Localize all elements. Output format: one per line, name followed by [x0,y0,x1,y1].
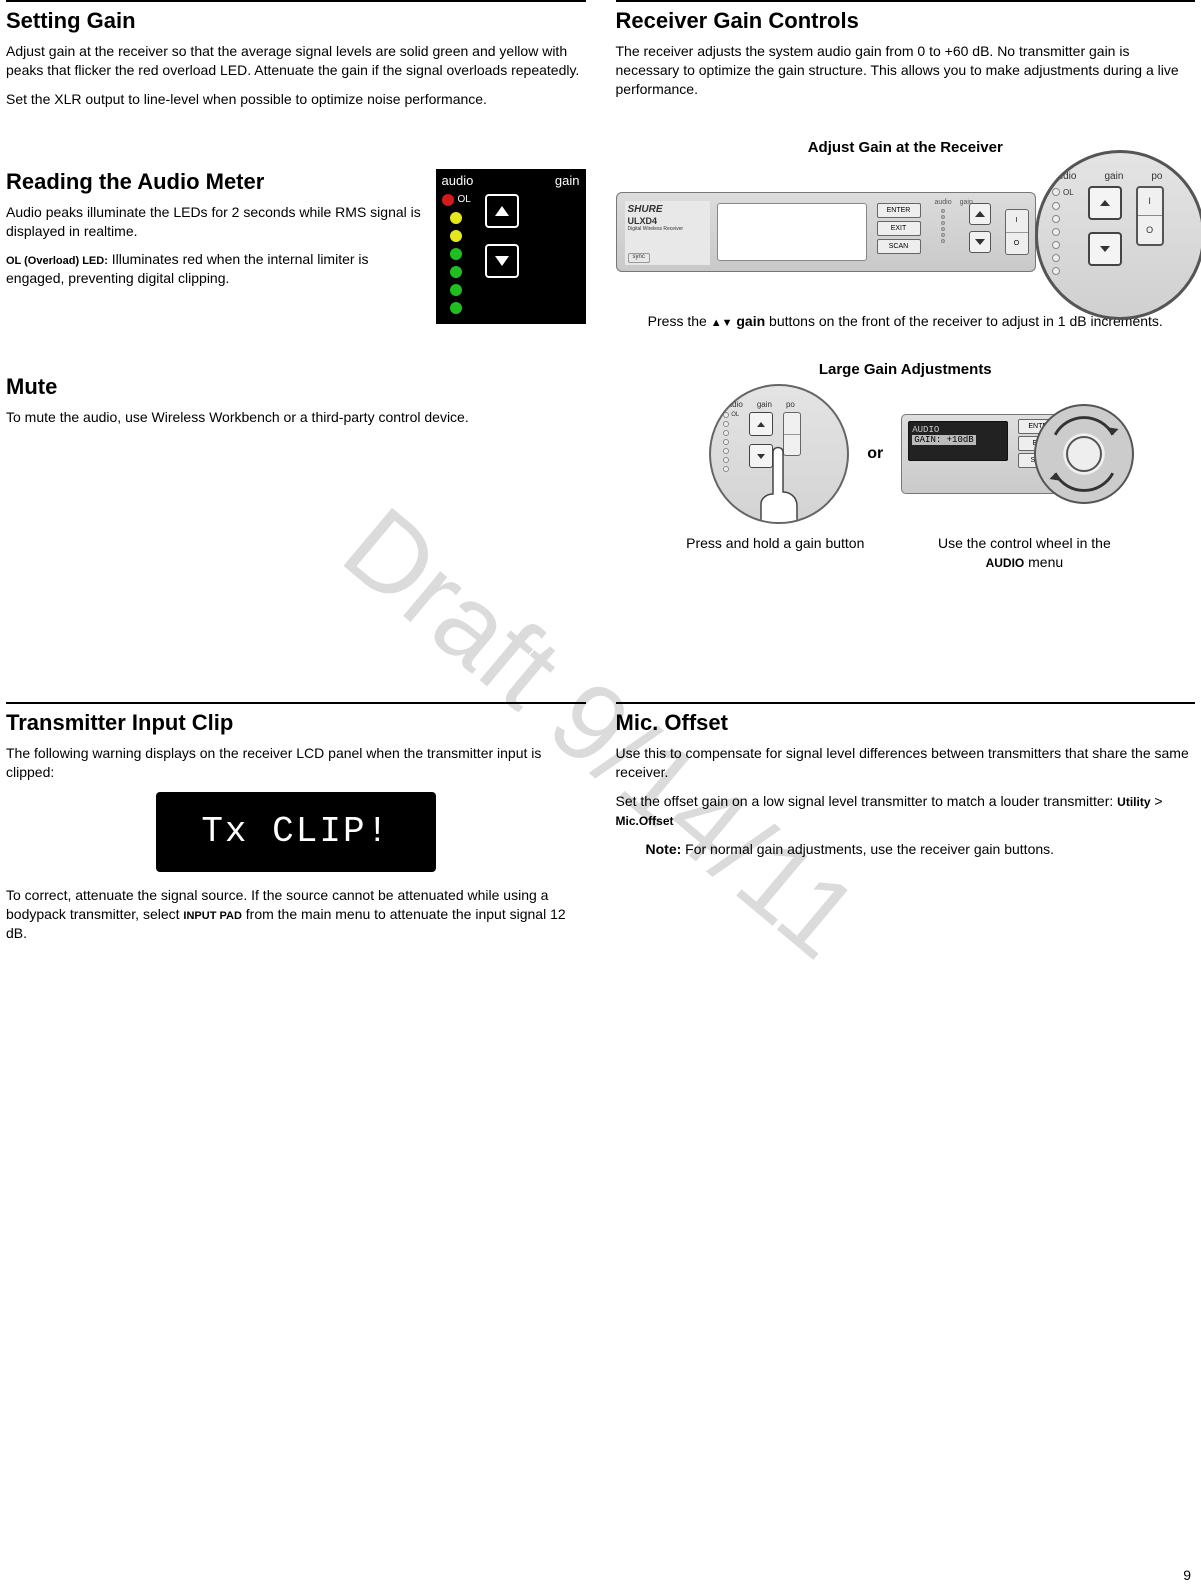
divider [6,0,586,2]
receiver-brand-panel: SHURE ULXD4 Digital Wireless Receiver sy… [625,201,710,265]
audio-meter-figure: audio gain OL [436,169,586,324]
divider [616,0,1196,2]
sync-button[interactable]: sync [628,253,650,262]
section-reading-meter: audio gain OL [6,169,586,324]
setting-gain-p1: Adjust gain at the receiver so that the … [6,42,586,80]
heading-mute: Mute [6,374,586,400]
ol-led-label: OL (Overload) LED: [6,255,108,267]
meter-hdr-audio: audio [442,173,474,188]
section-mic-offset: Mic. Offset Use this to compensate for s… [616,702,1196,858]
power-off-label: O [1006,233,1028,255]
triangle-up-icon [975,211,985,217]
sub-po-label: po [786,400,795,409]
lens-power-switch[interactable]: I O [1136,186,1164,246]
meter-ol-label: OL [458,194,471,205]
figure-title: Large Gain Adjustments [616,361,1196,378]
model-sub-label: Digital Wireless Receiver [628,226,707,232]
led-icon [450,302,462,314]
sub-led-strip: OL [723,412,739,472]
section-mute: Mute To mute the audio, use Wireless Wor… [6,374,586,427]
tx-clip-p2: To correct, attenuate the signal source.… [6,886,586,943]
tx-clip-p1: The following warning displays on the re… [6,744,586,782]
gain-down-button[interactable] [1088,232,1122,266]
section-setting-gain: Setting Gain Adjust gain at the receiver… [6,0,586,109]
section-receiver-gain: Receiver Gain Controls The receiver adju… [616,0,1196,99]
brand-label: SHURE [628,204,707,216]
led-icon [450,284,462,296]
mic-offset-note: Note: For normal gain adjustments, use t… [646,840,1196,859]
led-icon [450,266,462,278]
setting-gain-p2: Set the XLR output to line-level when po… [6,90,586,109]
meter-hdr-gain: gain [555,173,580,188]
gain-down-button[interactable] [969,231,991,253]
tx-clip-display: Tx CLIP! [156,792,436,872]
zoom-lens-circle: audio gain po OL [1035,150,1201,320]
divider [6,702,586,704]
triangle-down-icon [975,239,985,245]
figure-adjust-gain: Adjust Gain at the Receiver SHURE ULXD4 … [616,139,1196,332]
scan-button[interactable]: SCAN [877,239,921,254]
heading-tx-clip: Transmitter Input Clip [6,710,586,736]
heading-receiver-gain: Receiver Gain Controls [616,8,1196,34]
lens-po-label: po [1151,171,1162,182]
gain-up-button[interactable] [485,194,519,228]
sub-gain-label: gain [757,400,772,409]
enter-button[interactable]: ENTER [877,203,921,218]
receiver-gain-p1: The receiver adjusts the system audio ga… [616,42,1196,99]
section-tx-clip: Transmitter Input Clip The following war… [6,702,586,942]
caption-control-wheel: Use the control wheel in the AUDIO menu [924,534,1124,572]
press-hold-diagram: audio gain po OL [709,384,849,524]
gain-down-button[interactable] [485,244,519,278]
led-icon [450,230,462,242]
receiver-unit-diagram: SHURE ULXD4 Digital Wireless Receiver sy… [616,192,1036,272]
triangle-up-icon [495,206,509,216]
lens-led-strip: OL [1052,188,1074,275]
power-on-label: I [1138,188,1162,217]
power-off-label: O [1138,216,1162,244]
lens-gain-label: gain [1104,171,1123,182]
caption-press-hold: Press and hold a gain button [686,534,864,572]
lens-ol-label: OL [1063,188,1074,197]
led-icon [450,212,462,224]
triangle-up-icon [1100,200,1110,206]
triangle-down-icon [1100,246,1110,252]
divider [616,702,1196,704]
led-overload-icon [442,194,454,206]
gain-up-button[interactable] [969,203,991,225]
heading-setting-gain: Setting Gain [6,8,586,34]
screen-line1: AUDIO [912,425,1004,435]
model-label: ULXD4 [628,216,707,227]
gain-up-button[interactable] [749,412,773,436]
screen-line2: GAIN: +10dB [912,435,975,445]
mute-p1: To mute the audio, use Wireless Workbenc… [6,408,586,427]
receiver-led-strip [941,209,945,243]
meter-led-column: OL [442,194,471,314]
lens-audio-label: audio [1052,171,1076,182]
or-label: or [867,445,883,463]
mic-offset-p2: Set the offset gain on a low signal leve… [616,792,1196,830]
page-number: 9 [1183,1567,1191,1583]
rotation-arrows-icon [1036,406,1132,502]
heading-mic-offset: Mic. Offset [616,710,1196,736]
control-lcd-screen: AUDIO GAIN: +10dB [908,421,1008,461]
figure-large-gain: Large Gain Adjustments audio gain po OL [616,361,1196,572]
power-on-label: I [1006,210,1028,233]
exit-button[interactable]: EXIT [877,221,921,236]
sub-audio-label: audio [723,400,743,409]
gain-up-button[interactable] [1088,186,1122,220]
receiver-lcd-screen [717,203,867,261]
control-wheel[interactable] [1034,404,1134,504]
finger-press-icon [753,442,803,524]
led-icon [450,248,462,260]
mic-offset-p1: Use this to compensate for signal level … [616,744,1196,782]
triangle-up-icon [757,422,765,427]
triangle-down-icon [495,256,509,266]
power-switch[interactable]: I O [1005,209,1029,255]
label-audio: audio [935,199,952,206]
